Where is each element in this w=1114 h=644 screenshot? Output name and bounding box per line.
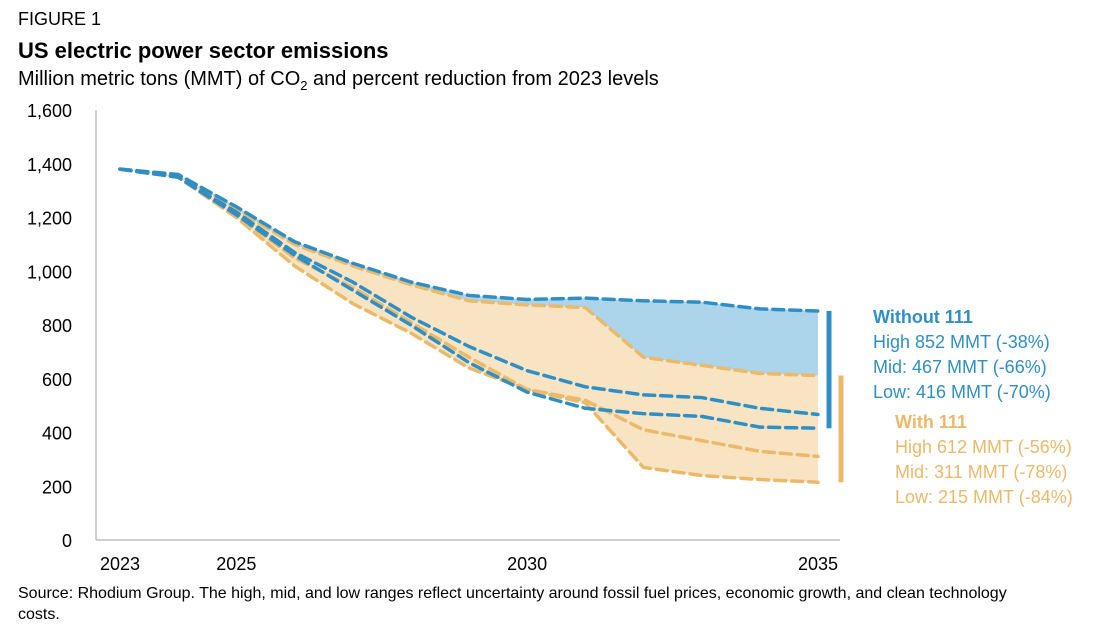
y-tick-label: 0	[62, 531, 72, 551]
axes: 0 200 400 600 800 1,000 1,200 1,400 1,600 2023 202…	[27, 101, 840, 574]
without-111-legend-item: Mid: 467 MMT (-66%)	[873, 357, 1047, 377]
subtitle-text-start: Million metric tons (MMT) of CO	[18, 68, 301, 90]
with-111-legend-item: High 612 MMT (-56%)	[895, 437, 1072, 457]
subtitle-text-end: and percent reduction from 2023 levels	[307, 68, 659, 90]
x-tick-label: 2023	[100, 554, 140, 574]
y-tick-label: 600	[42, 370, 72, 390]
y-tick-label: 1,200	[27, 209, 72, 229]
chart-title: US electric power sector emissions	[18, 38, 389, 63]
with-111-legend-title: With 111	[895, 412, 967, 432]
range-areas	[120, 169, 818, 483]
without-111-mid-line	[118, 167, 820, 417]
series-lines	[118, 167, 820, 484]
without-111-high-line	[118, 167, 820, 313]
y-tick-label: 200	[42, 477, 72, 497]
without-111-range-area	[120, 169, 818, 376]
chart-subtitle: Million metric tons (MMT) of CO2 and per…	[18, 68, 659, 93]
x-tick-label: 2030	[507, 554, 547, 574]
legend: Without 111 High 852 MMT (-38%) Mid: 467 M…	[826, 307, 1073, 507]
y-tick-label: 800	[42, 316, 72, 336]
without-111-legend-title: Without 111	[873, 307, 973, 327]
y-tick-label: 1,400	[27, 155, 72, 175]
without-111-legend-item: Low: 416 MMT (-70%)	[873, 382, 1051, 402]
x-tick-label: 2035	[798, 554, 838, 574]
subtitle-subscript: 2	[300, 78, 308, 93]
y-tick-label: 400	[42, 424, 72, 444]
with-111-range-area	[120, 169, 818, 483]
source-note: Source: Rhodium Group. The high, mid, an…	[18, 585, 1007, 623]
without-111-legend-item: High 852 MMT (-38%)	[873, 332, 1050, 352]
y-tick-label: 1,000	[27, 262, 72, 282]
y-tick-label: 1,600	[27, 101, 72, 121]
with-111-high-line	[118, 167, 820, 378]
without-111-low-line	[118, 167, 820, 430]
with-111-legend-item: Mid: 311 MMT (-78%)	[895, 462, 1067, 482]
figure-label: FIGURE 1	[18, 9, 102, 29]
with-111-low-line	[118, 167, 820, 484]
with-111-legend-item: Low: 215 MMT (-84%)	[895, 487, 1073, 507]
x-tick-label: 2025	[216, 554, 256, 574]
